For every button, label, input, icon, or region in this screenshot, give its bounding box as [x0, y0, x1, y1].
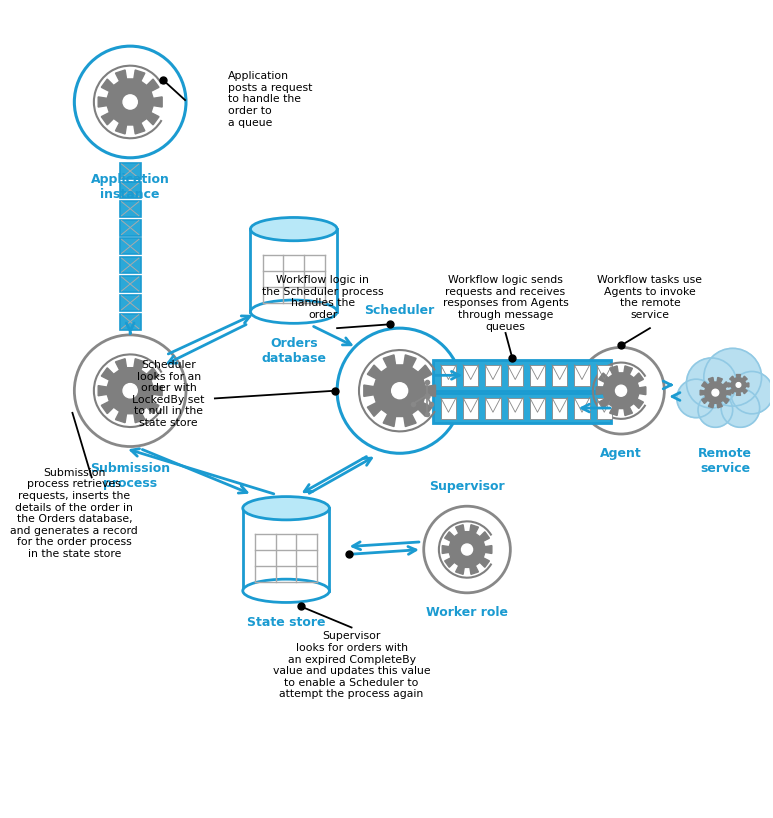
Text: Orders
database: Orders database [261, 337, 326, 365]
Ellipse shape [250, 300, 337, 323]
Text: Application
instance: Application instance [90, 173, 169, 201]
Circle shape [698, 393, 733, 427]
Text: Workflow logic in
the Scheduler process
handles the
order: Workflow logic in the Scheduler process … [262, 275, 383, 320]
Circle shape [461, 544, 472, 555]
Ellipse shape [243, 579, 329, 603]
Text: Submission
process retrieves
requests, inserts the
details of the order in
the O: Submission process retrieves requests, i… [11, 468, 138, 559]
Circle shape [707, 384, 724, 401]
Polygon shape [98, 70, 162, 134]
FancyBboxPatch shape [530, 398, 545, 419]
Circle shape [380, 371, 420, 411]
Circle shape [733, 379, 744, 391]
Text: State store: State store [247, 616, 325, 629]
Circle shape [74, 46, 186, 158]
Polygon shape [728, 375, 749, 395]
Polygon shape [98, 359, 162, 423]
FancyBboxPatch shape [120, 200, 141, 217]
Circle shape [123, 384, 138, 398]
Circle shape [337, 328, 462, 453]
Text: Submission
process: Submission process [90, 462, 170, 490]
Circle shape [608, 377, 635, 405]
FancyBboxPatch shape [485, 365, 501, 386]
FancyBboxPatch shape [552, 365, 567, 386]
Circle shape [615, 385, 627, 396]
Circle shape [703, 348, 761, 406]
Polygon shape [243, 508, 329, 591]
Text: Supervisor: Supervisor [429, 479, 505, 492]
Polygon shape [364, 355, 435, 426]
Polygon shape [442, 524, 492, 574]
Circle shape [424, 506, 510, 593]
FancyBboxPatch shape [463, 365, 478, 386]
FancyBboxPatch shape [441, 365, 456, 386]
Polygon shape [700, 377, 730, 408]
FancyBboxPatch shape [485, 398, 501, 419]
FancyBboxPatch shape [597, 365, 612, 386]
Ellipse shape [243, 497, 329, 520]
FancyBboxPatch shape [597, 398, 612, 419]
FancyBboxPatch shape [574, 398, 590, 419]
FancyBboxPatch shape [574, 365, 590, 386]
FancyBboxPatch shape [120, 238, 141, 254]
Text: Remote
service: Remote service [698, 447, 752, 474]
Circle shape [736, 383, 741, 387]
Text: Application
posts a request
to handle the
order to
a queue: Application posts a request to handle th… [228, 71, 313, 128]
Circle shape [721, 389, 760, 427]
Ellipse shape [250, 218, 337, 240]
FancyBboxPatch shape [508, 365, 523, 386]
FancyBboxPatch shape [552, 398, 567, 419]
FancyBboxPatch shape [120, 257, 141, 273]
FancyBboxPatch shape [433, 393, 611, 424]
Circle shape [677, 380, 715, 418]
Circle shape [712, 389, 719, 396]
Circle shape [453, 536, 481, 564]
Text: Agent: Agent [600, 447, 642, 461]
Circle shape [112, 84, 148, 119]
Circle shape [74, 335, 186, 447]
FancyBboxPatch shape [120, 219, 141, 236]
Circle shape [123, 95, 138, 109]
Text: Scheduler: Scheduler [365, 303, 434, 317]
Circle shape [112, 373, 148, 408]
FancyBboxPatch shape [120, 182, 141, 198]
FancyBboxPatch shape [120, 313, 141, 330]
Text: Scheduler
looks for an
order with
LockedBy set
to null in the
state store: Scheduler looks for an order with Locked… [132, 360, 205, 428]
FancyBboxPatch shape [120, 163, 141, 179]
Text: Supervisor
looks for orders with
an expired CompleteBy
value and updates this va: Supervisor looks for orders with an expi… [273, 631, 431, 699]
Circle shape [686, 358, 737, 408]
Text: Worker role: Worker role [426, 606, 508, 619]
FancyBboxPatch shape [120, 294, 141, 311]
FancyBboxPatch shape [441, 398, 456, 419]
FancyBboxPatch shape [530, 365, 545, 386]
Circle shape [730, 371, 773, 414]
Circle shape [577, 348, 664, 434]
Text: Workflow logic sends
requests and receives
responses from Agents
through message: Workflow logic sends requests and receiv… [443, 275, 568, 331]
Text: Workflow tasks use
Agents to invoke
the remote
service: Workflow tasks use Agents to invoke the … [598, 275, 703, 320]
Polygon shape [596, 366, 646, 416]
Circle shape [392, 383, 407, 398]
Polygon shape [250, 229, 337, 312]
FancyBboxPatch shape [433, 360, 611, 391]
FancyBboxPatch shape [463, 398, 478, 419]
FancyBboxPatch shape [120, 276, 141, 292]
FancyBboxPatch shape [508, 398, 523, 419]
